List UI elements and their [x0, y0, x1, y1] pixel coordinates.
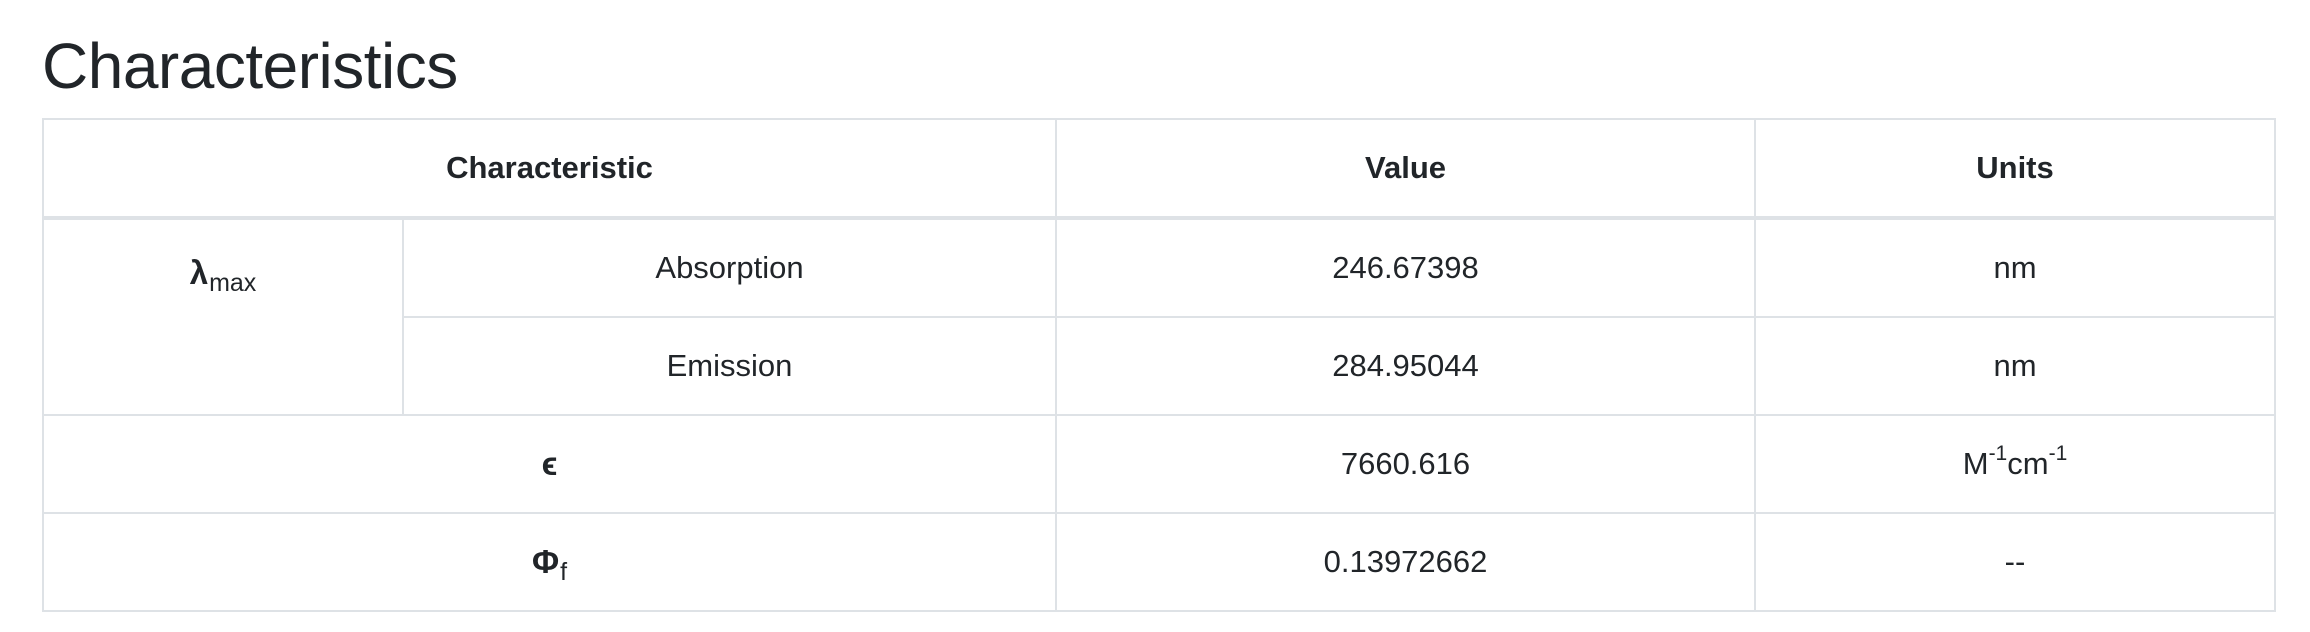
unit-cm: cm: [2007, 446, 2049, 481]
unit-molar-exponent: -1: [1988, 442, 2008, 465]
page-title: Characteristics: [42, 30, 458, 102]
table-row: ϵ 7660.616 M-1cm-1: [42, 414, 2276, 514]
characteristics-table: Characteristic Value Units λmax Absorpti…: [42, 118, 2276, 612]
unit-molar: M: [1962, 446, 1989, 481]
lambda-subscript: max: [209, 269, 257, 297]
phi-symbol: Φ: [531, 543, 560, 580]
lambda-max-cell: λmax: [42, 217, 404, 416]
emission-unit: nm: [1754, 316, 2276, 416]
epsilon-value: 7660.616: [1055, 414, 1756, 514]
table-row: λmax Absorption 246.67398 nm: [42, 217, 2276, 416]
phi-subscript: f: [560, 558, 568, 586]
phi-value: 0.13972662: [1055, 512, 1756, 612]
phi-unit: --: [1754, 512, 2276, 612]
emission-label: Emission: [402, 316, 1057, 416]
unit-cm-exponent: -1: [2048, 442, 2068, 465]
epsilon-symbol: ϵ: [541, 445, 558, 482]
phi-cell: Φf: [42, 512, 1057, 612]
table-row: Φf 0.13972662 --: [42, 512, 2276, 612]
absorption-value: 246.67398: [1055, 217, 1756, 318]
header-value: Value: [1055, 118, 1756, 220]
header-units: Units: [1754, 118, 2276, 220]
absorption-unit: nm: [1754, 217, 2276, 318]
table-row: Emission 284.95044 nm: [43, 316, 2276, 416]
lambda-symbol: λ: [189, 254, 209, 291]
epsilon-cell: ϵ: [42, 414, 1057, 514]
epsilon-unit: M-1cm-1: [1754, 414, 2276, 514]
table-header-row: Characteristic Value Units: [42, 118, 2276, 220]
absorption-label: Absorption: [402, 217, 1057, 318]
header-characteristic: Characteristic: [42, 118, 1057, 220]
emission-value: 284.95044: [1055, 316, 1756, 416]
